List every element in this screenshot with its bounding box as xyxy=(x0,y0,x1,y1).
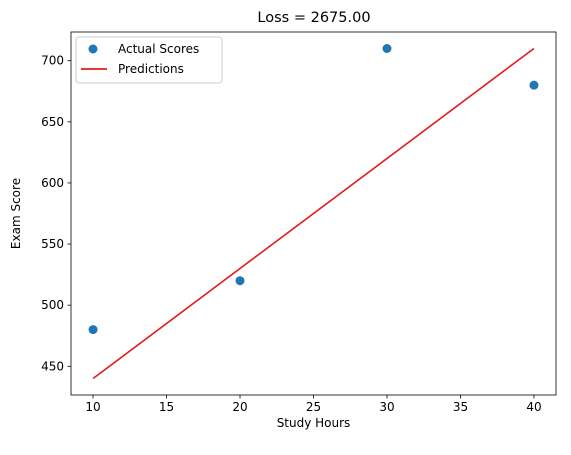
x-tick-label: 40 xyxy=(526,400,541,414)
x-tick-label: 30 xyxy=(379,400,394,414)
data-point xyxy=(382,44,392,53)
x-axis-ticks: 10 15 20 25 30 35 40 xyxy=(85,395,542,414)
legend-label-predictions: Predictions xyxy=(118,62,184,76)
legend: Actual Scores Predictions xyxy=(75,36,223,84)
chart-title: Loss = 2675.00 xyxy=(257,10,370,26)
y-tick-label: 550 xyxy=(41,237,64,251)
x-tick-label: 35 xyxy=(453,400,468,414)
legend-marker-actual-scores xyxy=(88,44,98,54)
plot-frame xyxy=(70,31,557,396)
plot-content xyxy=(88,44,539,380)
legend-label-actual-scores: Actual Scores xyxy=(118,42,199,56)
y-tick-label: 500 xyxy=(41,298,64,312)
x-tick-label: 10 xyxy=(85,400,100,414)
x-tick-label: 25 xyxy=(306,400,321,414)
x-tick-label: 15 xyxy=(159,400,174,414)
y-tick-label: 650 xyxy=(41,115,64,129)
data-point xyxy=(529,80,539,90)
x-axis-label: Study Hours xyxy=(277,416,351,430)
data-point xyxy=(88,325,98,335)
y-axis-label: Exam Score xyxy=(9,178,23,249)
y-axis-ticks: 450 500 550 600 650 700 xyxy=(41,54,71,373)
x-tick-label: 20 xyxy=(232,400,247,414)
y-tick-label: 600 xyxy=(41,176,64,190)
data-point xyxy=(235,276,245,286)
legend-box xyxy=(75,36,223,84)
prediction-line xyxy=(92,47,535,380)
y-tick-label: 450 xyxy=(41,359,64,373)
y-tick-label: 700 xyxy=(41,54,64,68)
